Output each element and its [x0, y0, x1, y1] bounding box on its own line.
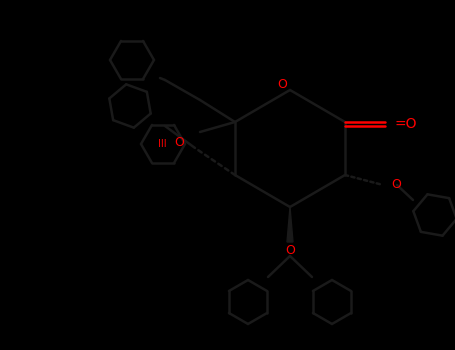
Text: O: O — [391, 178, 401, 191]
Text: O: O — [174, 136, 184, 149]
Polygon shape — [287, 207, 293, 242]
Text: O: O — [277, 78, 287, 91]
Text: =O: =O — [395, 117, 418, 131]
Text: III: III — [158, 139, 167, 149]
Text: O: O — [285, 245, 295, 258]
